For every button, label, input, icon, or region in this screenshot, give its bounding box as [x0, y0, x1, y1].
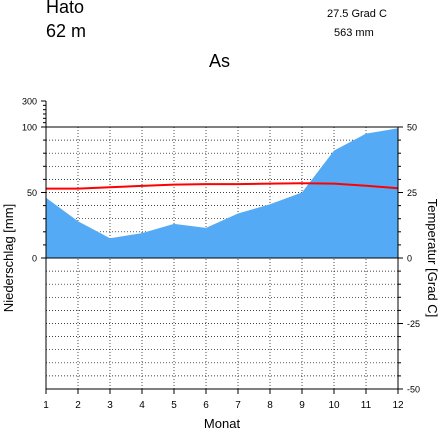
precipitation-area	[46, 128, 398, 258]
precip-tick-label: 50	[27, 188, 37, 198]
month-tick-label: 4	[139, 400, 145, 411]
temp-tick-label: 50	[407, 123, 417, 133]
month-tick-label: 2	[75, 400, 81, 411]
precip-tick-label: 0	[32, 254, 37, 264]
temp-tick-label: 0	[407, 254, 412, 264]
month-tick-label: 5	[171, 400, 177, 411]
precip-tick-label: 100	[22, 123, 37, 133]
month-tick-label: 8	[267, 400, 273, 411]
temp-tick-label: -50	[407, 385, 420, 395]
y-axis-title-left: Niederschlag [mm]	[1, 204, 16, 312]
climate-classification: As	[209, 51, 231, 71]
month-tick-label: 9	[299, 400, 305, 411]
month-tick-label: 3	[107, 400, 113, 411]
month-tick-label: 1	[43, 400, 49, 411]
temp-tick-label: 25	[407, 188, 417, 198]
axis-labels: Monat Niederschlag [mm] Temperatur [Grad…	[1, 199, 439, 430]
annual-precipitation: 563 mm	[334, 27, 374, 39]
month-tick-label: 12	[392, 400, 404, 411]
month-tick-label: 10	[328, 400, 340, 411]
month-tick-label: 7	[235, 400, 241, 411]
x-axis-title: Monat	[204, 416, 241, 430]
month-tick-label: 6	[203, 400, 209, 411]
temp-tick-label: -25	[407, 319, 420, 329]
station-name: Hato	[46, 0, 85, 17]
precip-tick-label: 300	[22, 97, 37, 107]
station-elevation: 62 m	[46, 21, 87, 41]
annual-mean-temperature: 27.5 Grad C	[327, 8, 387, 20]
temperature-line	[46, 182, 399, 190]
month-tick-label: 11	[361, 400, 372, 411]
y-axis-title-right: Temperatur [Grad C]	[425, 199, 439, 318]
data-series	[46, 128, 399, 258]
